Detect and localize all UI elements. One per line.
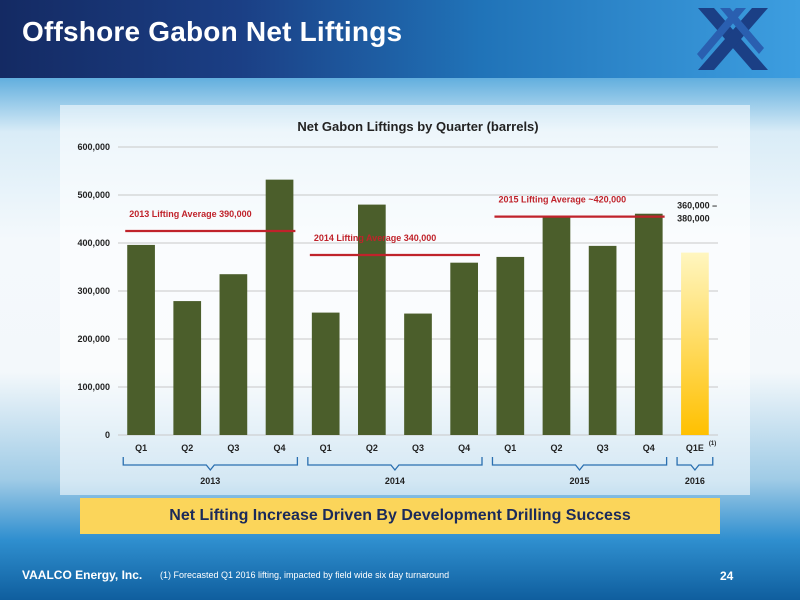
x-tick-label: Q1 [320,443,332,453]
y-tick-label: 400,000 [77,238,110,248]
year-label: 2014 [385,476,405,486]
y-tick-label: 200,000 [77,334,110,344]
bar [173,301,202,435]
average-label: 2014 Lifting Average 340,000 [314,233,436,243]
y-tick-label: 600,000 [77,142,110,152]
x-tick-label: Q2 [366,443,378,453]
year-label: 2013 [200,476,220,486]
y-tick-label: 500,000 [77,190,110,200]
x-tick-label: Q2 [181,443,193,453]
year-bracket [122,457,299,472]
year-bracket [307,457,483,472]
x-tick-label: Q3 [227,443,239,453]
x-tick-label: Q1 [135,443,147,453]
y-tick-label: 100,000 [77,382,110,392]
title-bar: Offshore Gabon Net Liftings [0,0,800,78]
x-tick-label: Q4 [458,443,470,453]
year-bracket [491,457,668,472]
year-bracket [676,457,714,472]
x-tick-label: Q4 [643,443,655,453]
x-tick-label: Q1E [686,443,704,453]
x-tick-label: Q1 [504,443,516,453]
forecast-value-label: 360,000 – [677,201,717,211]
year-label: 2015 [570,476,590,486]
bar [634,213,663,435]
bar [542,216,571,435]
forecast-footnote-marker: (1) [709,441,716,447]
bar [588,245,617,435]
bar [265,179,294,435]
bar [450,262,478,435]
forecast-bar [681,252,709,435]
y-tick-label: 0 [105,430,110,440]
vaalco-logo-icon [697,8,768,70]
average-label: 2013 Lifting Average 390,000 [129,209,251,219]
forecast-value-label: 380,000 [677,214,710,224]
x-tick-label: Q2 [550,443,562,453]
bar [311,312,340,435]
bar [358,204,386,435]
x-tick-label: Q3 [597,443,609,453]
x-tick-label: Q3 [412,443,424,453]
bar [127,244,155,435]
banner-text: Net Lifting Increase Driven By Developme… [169,507,631,524]
chart-title: Net Gabon Liftings by Quarter (barrels) [297,119,538,134]
bar [219,274,248,435]
lifting-bar-chart: Net Gabon Liftings by Quarter (barrels) 0… [77,119,718,486]
footnote: (1) Forecasted Q1 2016 lifting, impacted… [160,570,450,580]
page-number: 24 [720,569,734,583]
year-label: 2016 [685,476,705,486]
x-tick-label: Q4 [274,443,286,453]
bar [496,256,525,435]
summary-banner: Net Lifting Increase Driven By Developme… [80,498,720,534]
chart-area: Net Gabon Liftings by Quarter (barrels) 0… [60,105,750,495]
page-title: Offshore Gabon Net Liftings [22,16,403,47]
bar [404,313,432,435]
footer-company: VAALCO Energy, Inc. [22,568,143,582]
y-tick-label: 300,000 [77,286,110,296]
average-label: 2015 Lifting Average ~420,000 [498,195,626,205]
